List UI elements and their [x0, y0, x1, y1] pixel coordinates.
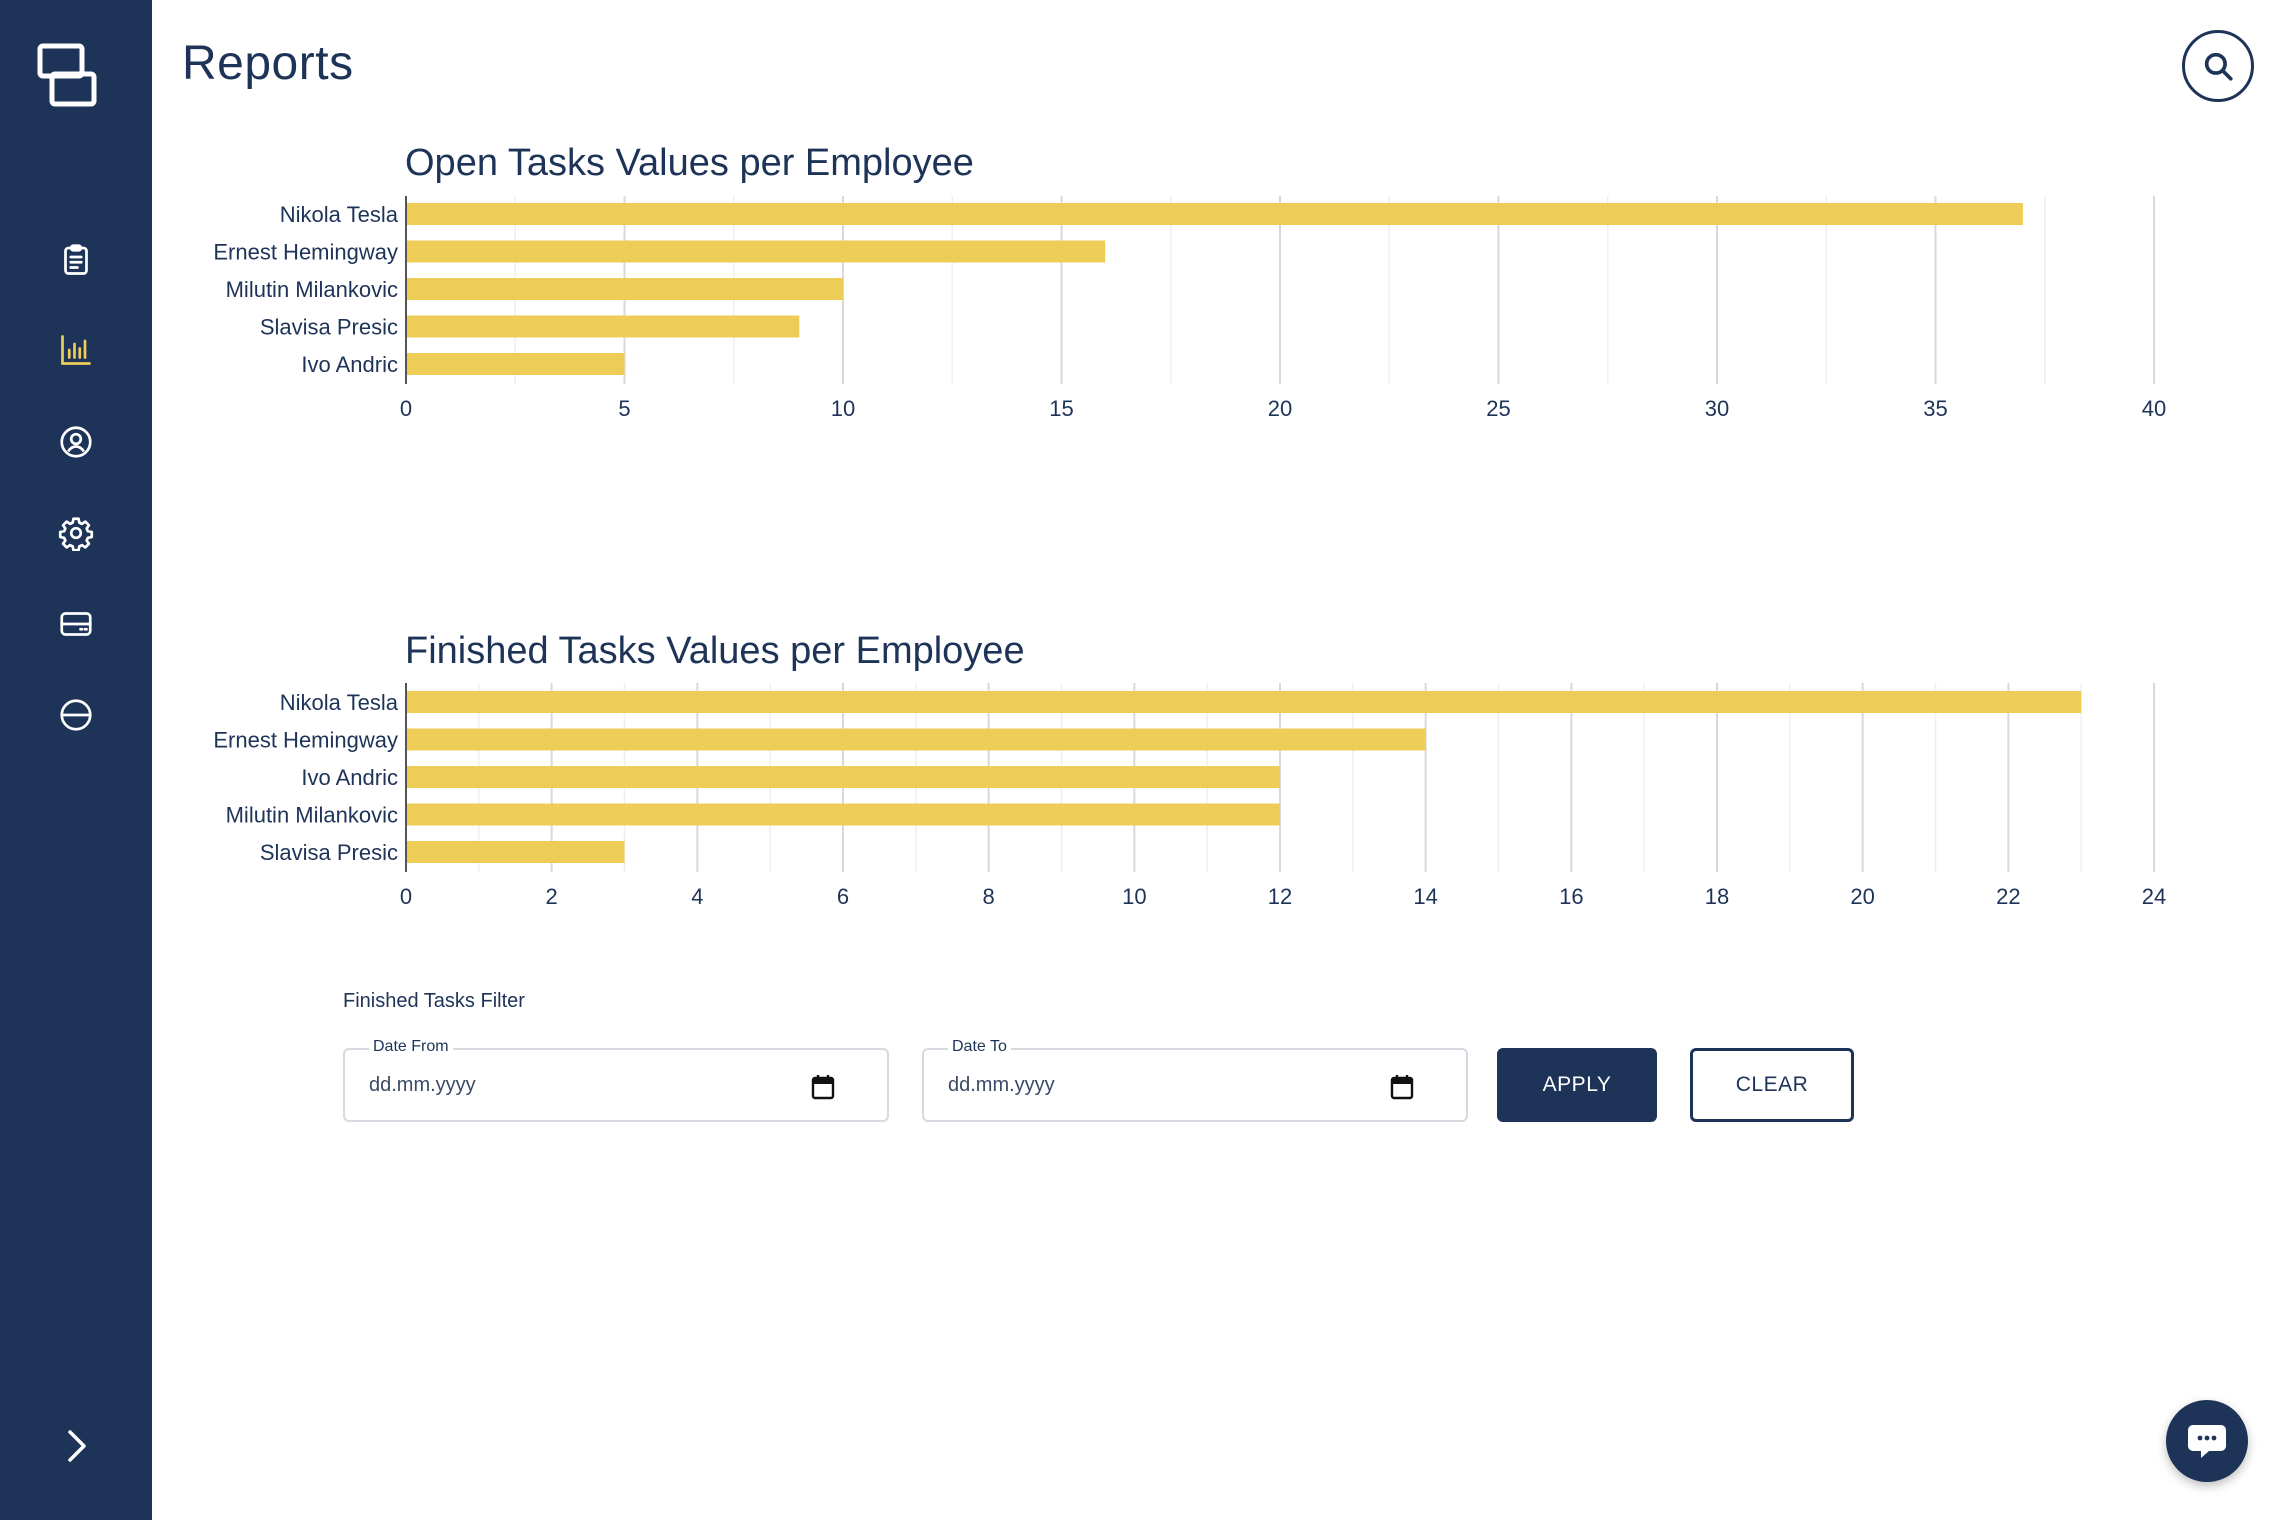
date-to-input[interactable]: dd.mm.yyyy	[948, 1074, 1055, 1096]
date-to-label: Date To	[948, 1038, 1011, 1056]
x-tick-label: 8	[983, 884, 995, 909]
bar	[407, 315, 800, 338]
x-tick-label: 30	[1705, 396, 1729, 421]
x-tick-label: 22	[1996, 884, 2020, 909]
open-tasks-chart: 0 5 10 15 20 25 30 35 40 Nikola Tesla Ernest Hemin…	[213, 196, 2166, 421]
x-tick-label: 10	[831, 396, 855, 421]
chevron-right-icon	[68, 1430, 86, 1462]
x-tick-label: 10	[1122, 884, 1146, 909]
bar	[407, 728, 1426, 751]
search-button[interactable]	[2182, 30, 2254, 102]
filter-title: Finished Tasks Filter	[343, 990, 525, 1012]
circle-minus-icon	[60, 699, 92, 731]
sidebar-item-billing[interactable]	[46, 594, 106, 654]
x-tick-label: 0	[400, 396, 412, 421]
x-tick-label: 15	[1049, 396, 1073, 421]
bar	[407, 240, 1106, 263]
x-tick-label: 0	[400, 884, 412, 909]
bar	[407, 766, 1280, 788]
x-tick-label: 40	[2142, 396, 2166, 421]
x-tick-label: 12	[1268, 884, 1292, 909]
bar	[407, 278, 843, 300]
x-tick-label: 20	[1850, 884, 1874, 909]
x-tick-label: 14	[1413, 884, 1437, 909]
sidebar-item-reports[interactable]	[46, 320, 106, 380]
category-label: Slavisa Presic	[260, 315, 398, 340]
date-from-field[interactable]: Date From dd.mm.yyyy	[343, 1038, 889, 1122]
bar-chart-icon	[61, 335, 91, 365]
bar	[407, 353, 625, 375]
gear-icon	[58, 517, 94, 551]
app-logo-icon[interactable]	[36, 42, 98, 108]
category-label: Ernest Hemingway	[213, 240, 398, 265]
category-label: Milutin Milankovic	[226, 803, 398, 828]
category-label: Ivo Andric	[301, 765, 398, 790]
bar	[407, 841, 625, 863]
sidebar-item-profile[interactable]	[46, 412, 106, 472]
sidebar-item-settings[interactable]	[46, 503, 106, 563]
category-label: Ivo Andric	[301, 352, 398, 377]
category-label: Slavisa Presic	[260, 840, 398, 865]
x-tick-label: 25	[1486, 396, 1510, 421]
date-from-input[interactable]: dd.mm.yyyy	[369, 1074, 476, 1096]
sidebar-item-tasks[interactable]	[46, 230, 106, 290]
bar	[407, 691, 2082, 713]
apply-button[interactable]: APPLY	[1497, 1048, 1657, 1122]
x-tick-label: 2	[546, 884, 558, 909]
date-to-field[interactable]: Date To dd.mm.yyyy	[922, 1038, 1468, 1122]
card-icon	[60, 612, 92, 636]
x-tick-label: 16	[1559, 884, 1583, 909]
page-title: Reports	[182, 37, 354, 90]
calendar-icon[interactable]	[1390, 1074, 1414, 1100]
category-label: Ernest Hemingway	[213, 728, 398, 753]
category-label: Nikola Tesla	[280, 202, 399, 227]
x-tick-label: 6	[837, 884, 849, 909]
x-tick-label: 35	[1923, 396, 1947, 421]
calendar-icon[interactable]	[811, 1074, 835, 1100]
sidebar-item-logout[interactable]	[46, 685, 106, 745]
bar	[407, 203, 2023, 225]
x-tick-label: 4	[691, 884, 703, 909]
finished-tasks-chart-title: Finished Tasks Values per Employee	[405, 630, 1025, 672]
clear-button[interactable]: CLEAR	[1690, 1048, 1854, 1122]
category-label: Milutin Milankovic	[226, 277, 398, 302]
x-tick-label: 24	[2142, 884, 2166, 909]
user-circle-icon	[60, 426, 92, 458]
chat-button[interactable]	[2166, 1400, 2248, 1482]
expand-sidebar-button[interactable]	[60, 1426, 92, 1466]
x-tick-label: 18	[1705, 884, 1729, 909]
chat-bubble-icon	[2188, 1425, 2226, 1458]
clipboard-icon	[64, 244, 88, 275]
category-label: Nikola Tesla	[280, 690, 399, 715]
sidebar	[0, 0, 152, 1520]
x-tick-label: 5	[618, 396, 630, 421]
bar	[407, 803, 1280, 826]
search-icon	[2204, 52, 2233, 81]
x-tick-label: 20	[1268, 396, 1292, 421]
open-tasks-chart-title: Open Tasks Values per Employee	[405, 142, 974, 184]
date-from-label: Date From	[369, 1038, 453, 1056]
